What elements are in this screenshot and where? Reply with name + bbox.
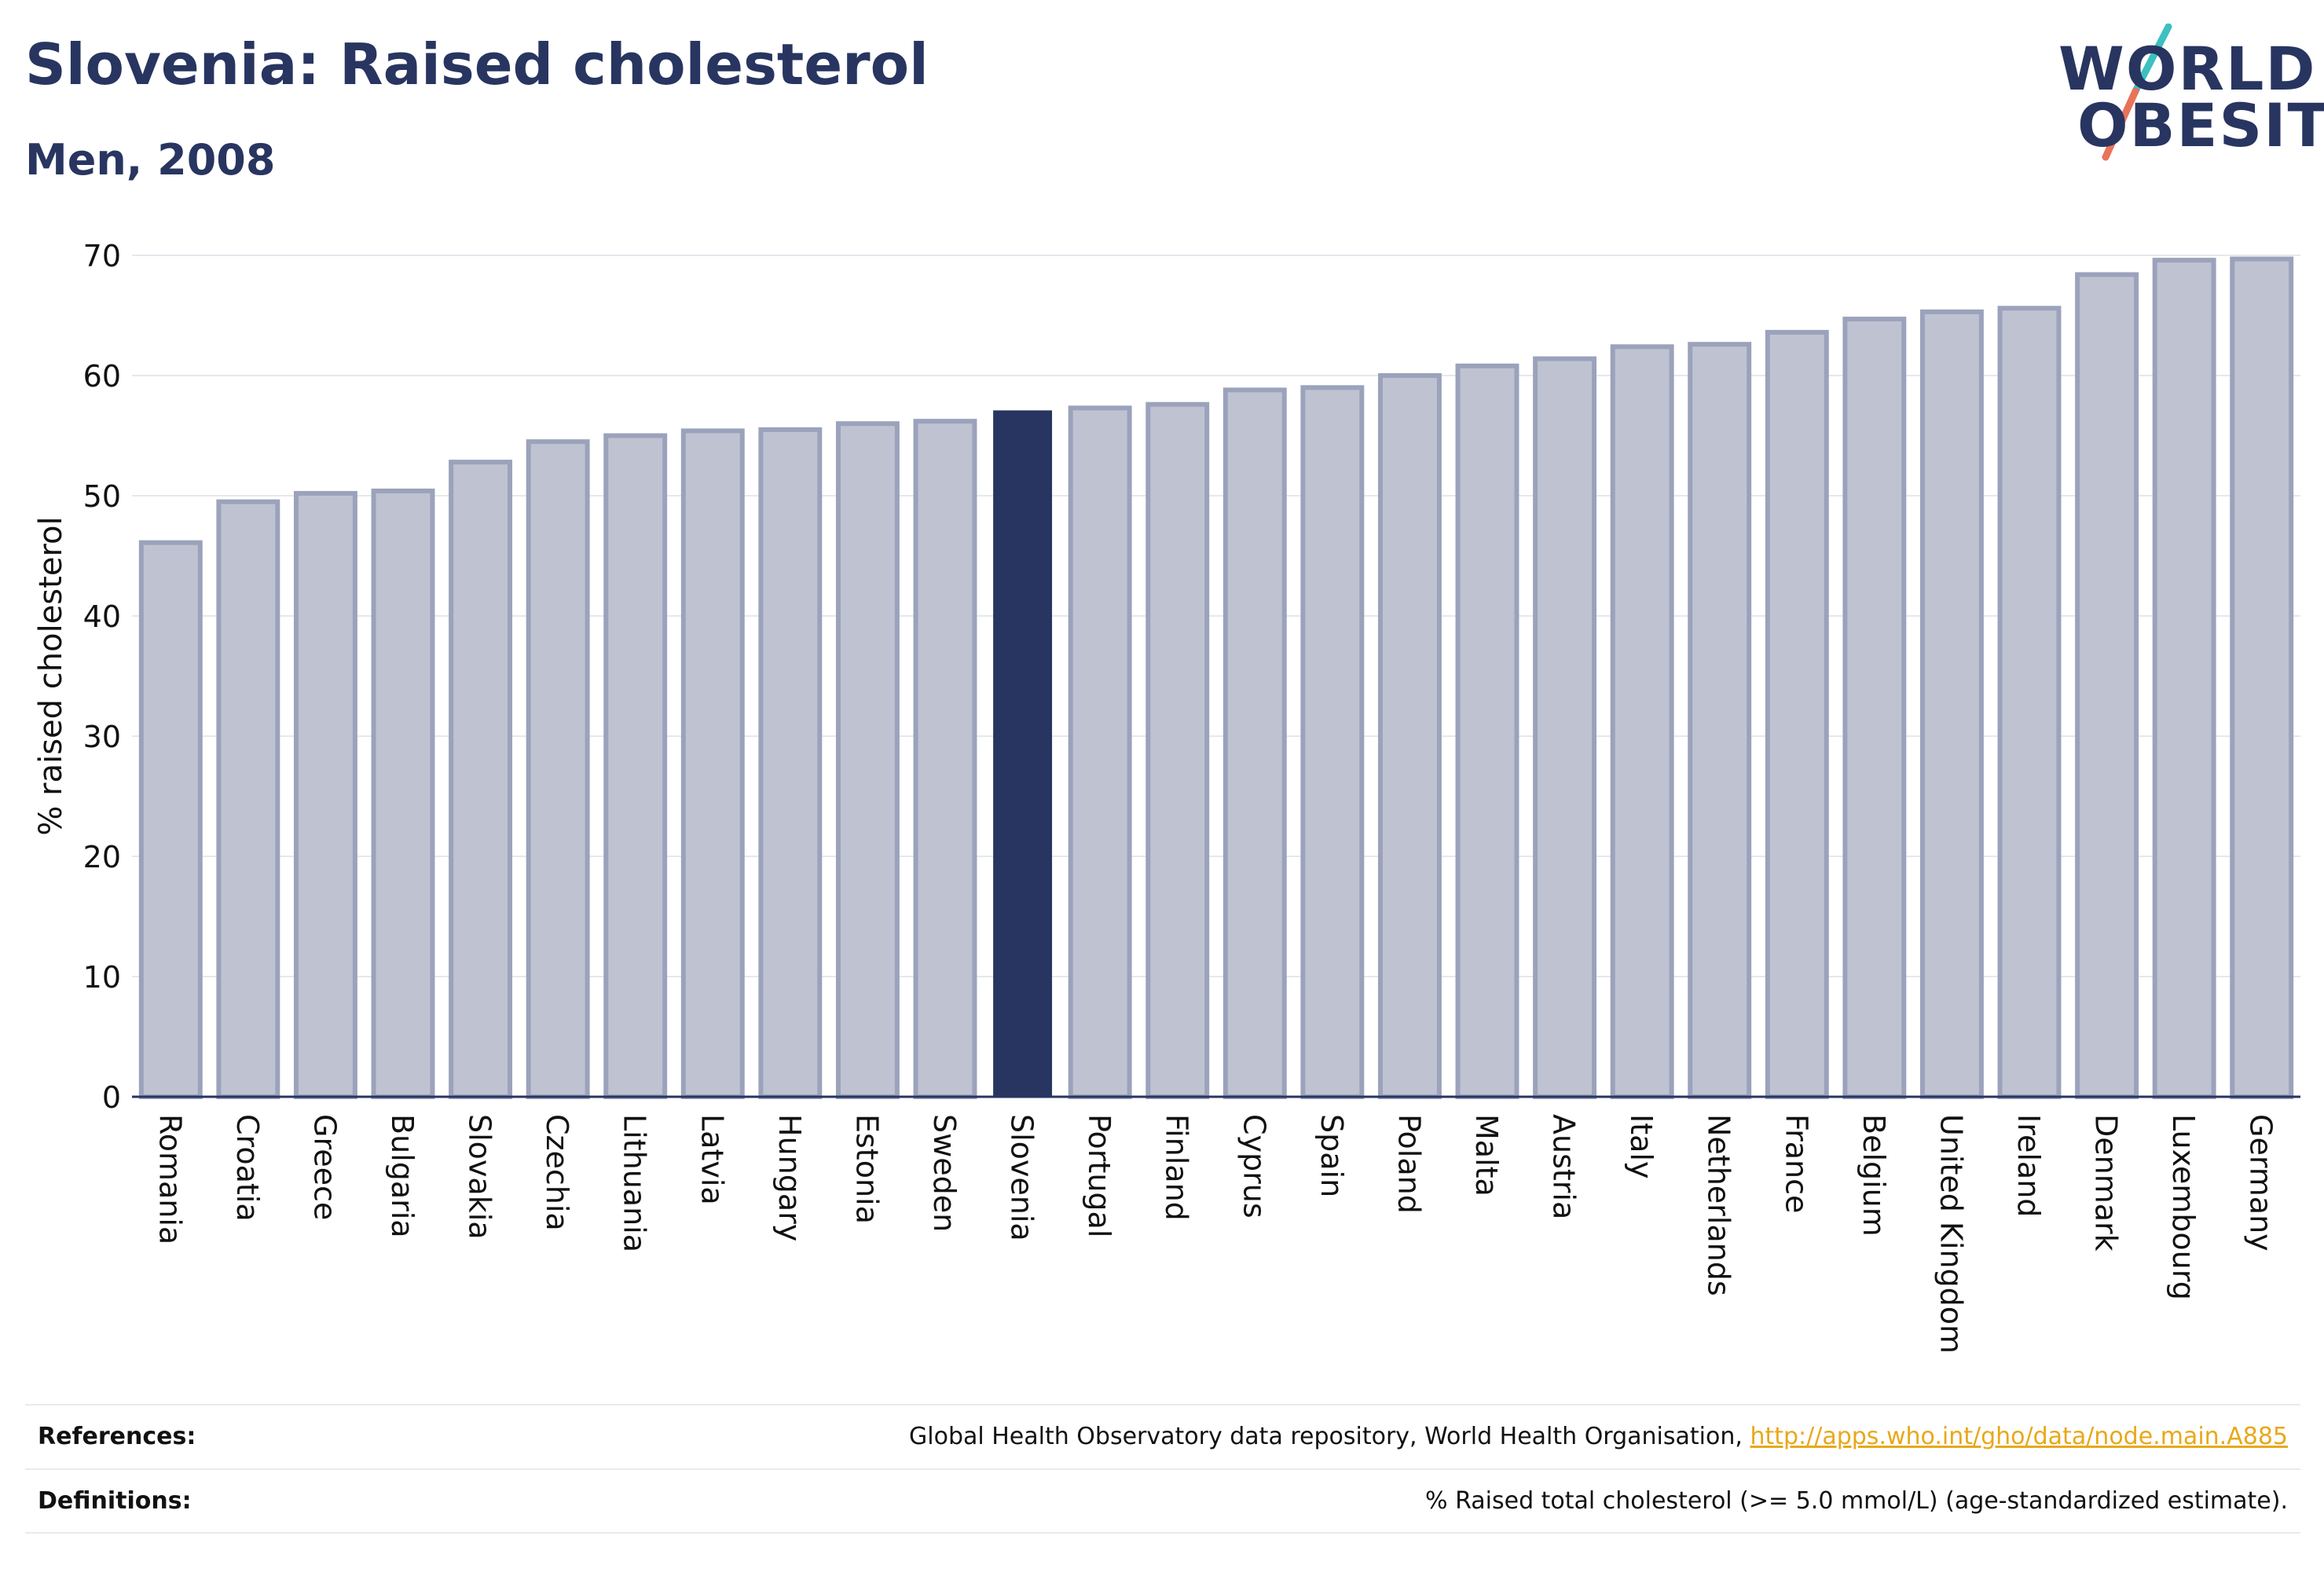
bar (449, 460, 513, 1099)
x-tick-label: Netherlands (1702, 1114, 1736, 1296)
bar (1919, 309, 1984, 1100)
bar (1997, 306, 2062, 1099)
references-label: References: (38, 1423, 196, 1450)
references-value: Global Health Observatory data repositor… (909, 1423, 2288, 1450)
x-tick-label: Ireland (2011, 1114, 2046, 1217)
x-tick-label: Denmark (2089, 1114, 2124, 1252)
bar (835, 421, 900, 1099)
logo-text-world: WORLD (2058, 34, 2317, 104)
bar-chart: 0 10 20 30 40 50 60 70 % raised cholesterol Roman… (33, 239, 2300, 1354)
x-tick-label: Austria (1547, 1114, 1582, 1219)
logo-text-obesity: OBESITY (2077, 90, 2324, 160)
bar (2230, 256, 2294, 1100)
bar (2075, 272, 2139, 1100)
bar (216, 499, 280, 1099)
x-tick-label: Italy (1624, 1114, 1659, 1178)
y-tick-label: 30 (83, 720, 121, 754)
x-tick-label: Spain (1314, 1114, 1349, 1197)
y-tick-label: 40 (83, 599, 121, 634)
world-obesity-logo: WORLD OBESITY (2043, 24, 2324, 165)
x-tick-label: Greece (307, 1114, 342, 1220)
x-tick-label: Finland (1160, 1114, 1194, 1221)
bar (293, 490, 357, 1099)
x-tick-label: Estonia (849, 1114, 884, 1224)
bar (1068, 405, 1132, 1099)
y-tick-label: 20 (83, 840, 121, 874)
x-tick-label: Croatia (230, 1114, 265, 1222)
bar (1842, 317, 1907, 1099)
bar (371, 488, 435, 1099)
x-tick-label: Germany (2244, 1114, 2278, 1252)
bar (526, 439, 590, 1099)
bar (1300, 385, 1365, 1099)
x-tick-label: Portugal (1082, 1114, 1116, 1237)
bar (1688, 342, 1752, 1100)
x-tick-label: Czechia (540, 1114, 574, 1231)
bar (1765, 329, 1829, 1100)
bar (2152, 258, 2216, 1099)
x-tick-label: Luxembourg (2166, 1114, 2201, 1300)
chart-subtitle: Men, 2008 (25, 135, 276, 185)
x-tick-label: Slovenia (1005, 1114, 1039, 1241)
bar (603, 433, 668, 1099)
bar (913, 419, 977, 1099)
x-tick-label: Hungary (772, 1114, 807, 1241)
references-text: Global Health Observatory data repositor… (909, 1423, 1750, 1450)
x-tick-label: France (1779, 1114, 1813, 1213)
y-tick-label: 70 (83, 239, 121, 273)
x-tick-label: Malta (1469, 1114, 1504, 1197)
y-tick-label: 10 (83, 960, 121, 995)
bar (1455, 363, 1519, 1099)
references-link[interactable]: http://apps.who.int/gho/data/node.main.A… (1750, 1423, 2288, 1450)
x-tick-label: United Kingdom (1934, 1114, 1968, 1354)
definitions-value: % Raised total cholesterol (>= 5.0 mmol/… (1425, 1487, 2288, 1515)
bar (1610, 344, 1674, 1099)
y-tick-label: 50 (83, 479, 121, 514)
x-tick-label: Lithuania (618, 1114, 652, 1252)
x-tick-label: Cyprus (1237, 1114, 1271, 1219)
logo-slash-icon (2102, 24, 2172, 161)
y-tick-label: 0 (102, 1080, 121, 1115)
bar (758, 427, 823, 1099)
x-tick-label: Bulgaria (385, 1114, 420, 1238)
x-tick-label: Slovakia (463, 1114, 497, 1240)
chart-title: Slovenia: Raised cholesterol (25, 31, 929, 97)
bar (138, 540, 203, 1099)
bar (1533, 356, 1597, 1099)
footer-divider (25, 1532, 2300, 1534)
x-tick-label: Poland (1391, 1114, 1426, 1214)
y-tick-label: 60 (83, 359, 121, 394)
bar (993, 410, 1053, 1097)
x-tick-label: Belgium (1857, 1114, 1891, 1237)
bar (1222, 387, 1287, 1099)
x-tick-label: Latvia (695, 1114, 729, 1205)
bar (1377, 373, 1442, 1099)
x-tick-label: Romania (152, 1114, 187, 1244)
references-row: References: Global Health Observatory da… (25, 1404, 2300, 1468)
bar (680, 428, 745, 1099)
bar (1146, 401, 1210, 1099)
x-tick-label: Sweden (927, 1114, 962, 1232)
definitions-label: Definitions: (38, 1487, 192, 1515)
definitions-row: Definitions: % Raised total cholesterol … (25, 1468, 2300, 1533)
y-axis-label: % raised cholesterol (33, 516, 69, 835)
